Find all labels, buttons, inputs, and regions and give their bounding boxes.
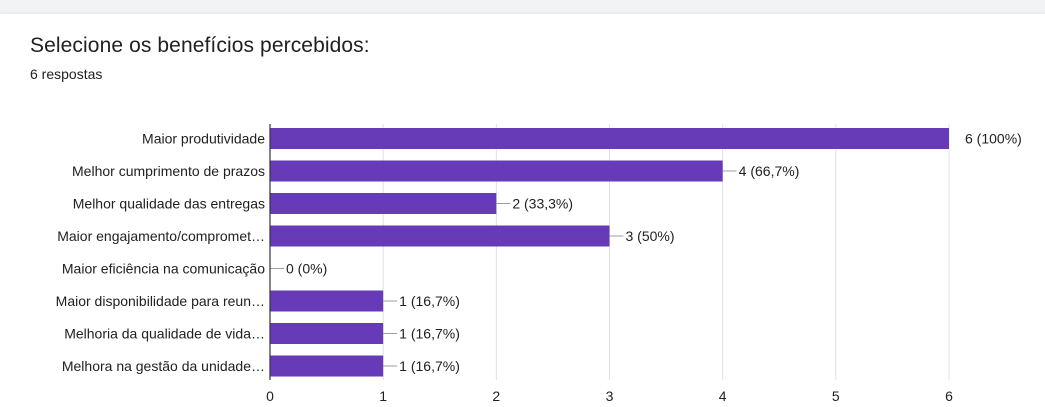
value-label: 1 (16,7%) [399, 358, 460, 374]
bar [270, 193, 496, 214]
x-tick-label: 2 [492, 388, 500, 404]
category-label: Maior engajamento/compromet… [57, 228, 265, 244]
category-label: Maior eficiência na comunicação [62, 261, 265, 277]
x-tick-label: 0 [266, 388, 274, 404]
category-label: Maior produtividade [142, 131, 265, 147]
value-label: 1 (16,7%) [399, 293, 460, 309]
bar [270, 161, 723, 182]
x-tick-label: 1 [379, 388, 387, 404]
value-label: 6 (100%) [965, 131, 1022, 147]
x-axis-ticks: 0 1 2 3 4 5 6 [266, 388, 953, 404]
category-label: Maior disponibilidade para reun… [56, 293, 265, 309]
category-label: Melhora na gestão da unidade… [62, 358, 265, 374]
category-labels: Maior produtividade Melhor cumprimento de… [56, 131, 266, 375]
x-tick-label: 4 [719, 388, 727, 404]
bar [270, 323, 383, 344]
category-label: Melhor cumprimento de prazos [72, 163, 265, 179]
x-tick-label: 6 [945, 388, 953, 404]
bar [270, 226, 610, 247]
bar [270, 291, 383, 312]
value-label: 0 (0%) [286, 261, 327, 277]
bar [270, 356, 383, 377]
bar [270, 128, 949, 149]
x-tick-label: 5 [832, 388, 840, 404]
category-label: Melhoria da qualidade de vida… [64, 326, 265, 342]
value-label: 2 (33,3%) [512, 196, 573, 212]
value-label: 1 (16,7%) [399, 326, 460, 342]
x-tick-label: 3 [606, 388, 614, 404]
value-label: 4 (66,7%) [739, 163, 800, 179]
value-label: 3 (50%) [626, 228, 675, 244]
category-label: Melhor qualidade das entregas [73, 196, 265, 212]
